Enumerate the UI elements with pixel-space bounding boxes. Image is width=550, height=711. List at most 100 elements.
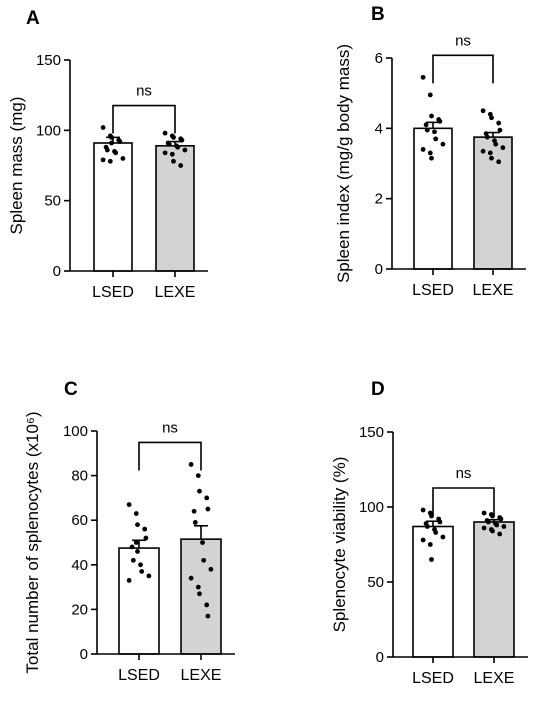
data-point-lsed [424, 127, 430, 133]
y-tick-label: 40 [71, 557, 88, 574]
category-label-lexe: LEXE [473, 282, 514, 299]
data-point-lexe [182, 147, 188, 153]
data-point-lsed [420, 147, 426, 152]
data-point-lexe [487, 150, 493, 156]
data-point-lsed [100, 157, 106, 163]
data-point-lsed [143, 535, 149, 541]
category-label-lsed: LSED [412, 282, 454, 299]
significance-bracket [112, 104, 176, 134]
data-point-lsed [126, 578, 132, 583]
data-point-lexe [175, 144, 181, 150]
data-point-lsed [420, 537, 426, 543]
y-tick-label: 0 [53, 263, 61, 280]
panel-a: A Spleen mass (mg) 0 50 100 150 LSED LEXE ns [7, 8, 208, 301]
data-point-lsed [429, 155, 434, 161]
data-point-lexe [205, 506, 211, 512]
data-point-lsed [129, 544, 135, 550]
data-point-lsed [420, 74, 426, 80]
data-point-lsed [104, 147, 110, 153]
y-tick-label: 50 [44, 193, 61, 210]
data-point-lexe [171, 158, 176, 164]
data-point-lexe [501, 524, 507, 529]
bar-lexe [180, 538, 222, 655]
y-tick-label: 6 [375, 50, 383, 67]
panel-d: D Splenocyte viability (%) 0 50 100 150 LSED LE… [330, 379, 528, 687]
y-tick-label: 0 [80, 646, 88, 663]
y-tick-label: 4 [375, 120, 383, 137]
data-point-lsed [440, 141, 446, 147]
data-point-lexe [480, 148, 486, 154]
data-point-lexe [489, 115, 494, 121]
y-tick-label: 80 [71, 468, 88, 485]
data-point-lexe [481, 525, 487, 531]
data-point-lexe [195, 584, 201, 590]
data-point-lexe [496, 120, 502, 126]
significance-bracket [432, 487, 495, 516]
data-point-lexe [200, 540, 205, 545]
data-point-lsed [135, 522, 140, 528]
panel-b: B Spleen index (mg/g body mass) 0 2 4 6 LSED LE… [334, 4, 526, 299]
data-point-lexe [494, 522, 500, 528]
data-point-lexe [204, 495, 210, 501]
data-point-lsed [117, 139, 123, 144]
data-point-lexe [489, 155, 494, 161]
data-point-lexe [493, 141, 499, 147]
data-point-lexe [201, 557, 207, 563]
data-point-lsed [142, 526, 148, 532]
panel-c: C Total number of splenocytes (x10⁶) 0 20 40… [23, 379, 235, 684]
data-point-lsed [120, 156, 126, 161]
y-tick-label: 100 [63, 423, 88, 440]
category-label-lsed: LSED [118, 667, 160, 684]
data-point-lsed [130, 557, 136, 563]
bar-lsed [93, 142, 133, 272]
significance-label: ns [162, 419, 178, 436]
data-point-lsed [433, 530, 439, 535]
data-point-lsed [429, 557, 434, 562]
panel-letter: A [26, 8, 40, 29]
y-tick-label: 150 [36, 52, 61, 69]
data-point-lexe [195, 473, 201, 478]
bar-lsed [413, 127, 453, 270]
data-point-lexe [205, 613, 211, 619]
significance-label: ns [456, 465, 472, 482]
data-point-lsed [133, 540, 139, 545]
significance-label: ns [455, 32, 471, 49]
y-tick-label: 2 [375, 191, 383, 208]
y-tick-label: 50 [367, 574, 384, 591]
data-point-lexe [166, 142, 172, 147]
data-point-lexe [192, 520, 198, 525]
y-tick-label: 100 [36, 122, 61, 139]
y-axis-label: Spleen index (mg/g body mass) [334, 44, 353, 283]
data-point-lsed [135, 549, 140, 554]
y-tick-label: 60 [71, 512, 88, 529]
data-point-lexe [191, 508, 197, 514]
data-point-lexe [208, 566, 214, 572]
significance-bracket [432, 54, 494, 84]
panel-letter: B [371, 4, 385, 25]
panel-letter: C [64, 379, 78, 400]
data-point-lsed [427, 542, 433, 547]
data-point-lexe [188, 462, 194, 467]
y-axis-label: Spleen mass (mg) [7, 97, 26, 235]
data-point-lsed [133, 511, 139, 516]
data-point-lsed [433, 136, 439, 142]
data-point-lexe [197, 488, 202, 494]
data-point-lexe [497, 531, 503, 537]
category-label-lexe: LEXE [181, 667, 222, 684]
data-point-lexe [500, 145, 506, 151]
y-axis-label: Total number of splenocytes (x10⁶) [23, 411, 42, 673]
data-point-lexe [178, 163, 184, 168]
data-point-lexe [484, 134, 490, 140]
data-point-lsed [429, 113, 434, 119]
data-point-lexe [497, 127, 503, 133]
y-tick-label: 100 [359, 499, 384, 516]
bar-lsed [412, 525, 454, 658]
data-point-lexe [162, 150, 168, 156]
data-point-lsed [146, 573, 152, 579]
data-point-lexe [162, 130, 168, 136]
data-point-lsed [107, 158, 113, 164]
significance-bracket [138, 441, 202, 471]
data-point-lsed [427, 92, 433, 98]
y-tick-label: 20 [71, 601, 88, 618]
